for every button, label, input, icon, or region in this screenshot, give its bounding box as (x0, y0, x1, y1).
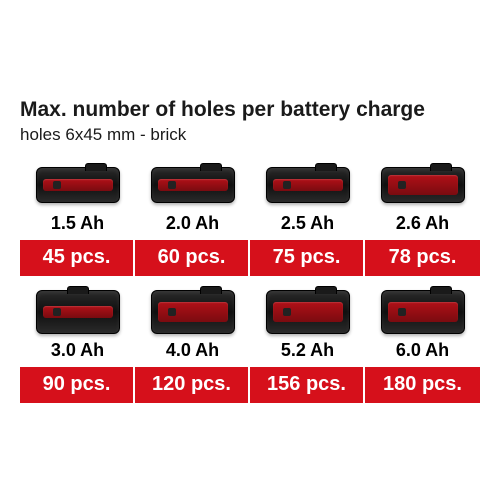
battery-capacity: 5.2 Ah (281, 340, 334, 361)
battery-icon (147, 161, 239, 209)
battery-icon (147, 288, 239, 336)
battery-capacity: 4.0 Ah (166, 340, 219, 361)
battery-capacity: 6.0 Ah (396, 340, 449, 361)
value-cell: 45 pcs. (20, 240, 135, 276)
battery-icon (262, 288, 354, 336)
card-title: Max. number of holes per battery charge (20, 97, 480, 122)
value-cell: 156 pcs. (250, 367, 365, 403)
value-cell: 120 pcs. (135, 367, 250, 403)
value-cell: 75 pcs. (250, 240, 365, 276)
value-cell: 90 pcs. (20, 367, 135, 403)
battery-icon (377, 288, 469, 336)
battery-cell: 3.0 Ah (20, 284, 135, 367)
battery-icon (32, 161, 124, 209)
value-cell: 180 pcs. (365, 367, 480, 403)
value-row: 90 pcs. 120 pcs. 156 pcs. 180 pcs. (20, 367, 480, 403)
battery-cell: 1.5 Ah (20, 157, 135, 240)
battery-capacity-card: Max. number of holes per battery charge … (20, 97, 480, 402)
battery-cell: 2.5 Ah (250, 157, 365, 240)
battery-cell: 4.0 Ah (135, 284, 250, 367)
battery-icon (32, 288, 124, 336)
battery-cell: 6.0 Ah (365, 284, 480, 367)
battery-grid: 1.5 Ah 2.0 Ah 2.5 Ah 2.6 Ah 45 pcs. 60 p… (20, 157, 480, 403)
value-cell: 78 pcs. (365, 240, 480, 276)
value-row: 45 pcs. 60 pcs. 75 pcs. 78 pcs. (20, 240, 480, 276)
battery-cell: 2.0 Ah (135, 157, 250, 240)
battery-capacity: 3.0 Ah (51, 340, 104, 361)
battery-cell: 5.2 Ah (250, 284, 365, 367)
card-subtitle: holes 6x45 mm - brick (20, 125, 480, 145)
row-spacer (20, 276, 480, 284)
battery-cell: 2.6 Ah (365, 157, 480, 240)
battery-capacity: 2.0 Ah (166, 213, 219, 234)
battery-capacity: 2.6 Ah (396, 213, 449, 234)
battery-icon (262, 161, 354, 209)
battery-icon (377, 161, 469, 209)
battery-capacity: 2.5 Ah (281, 213, 334, 234)
battery-capacity: 1.5 Ah (51, 213, 104, 234)
value-cell: 60 pcs. (135, 240, 250, 276)
